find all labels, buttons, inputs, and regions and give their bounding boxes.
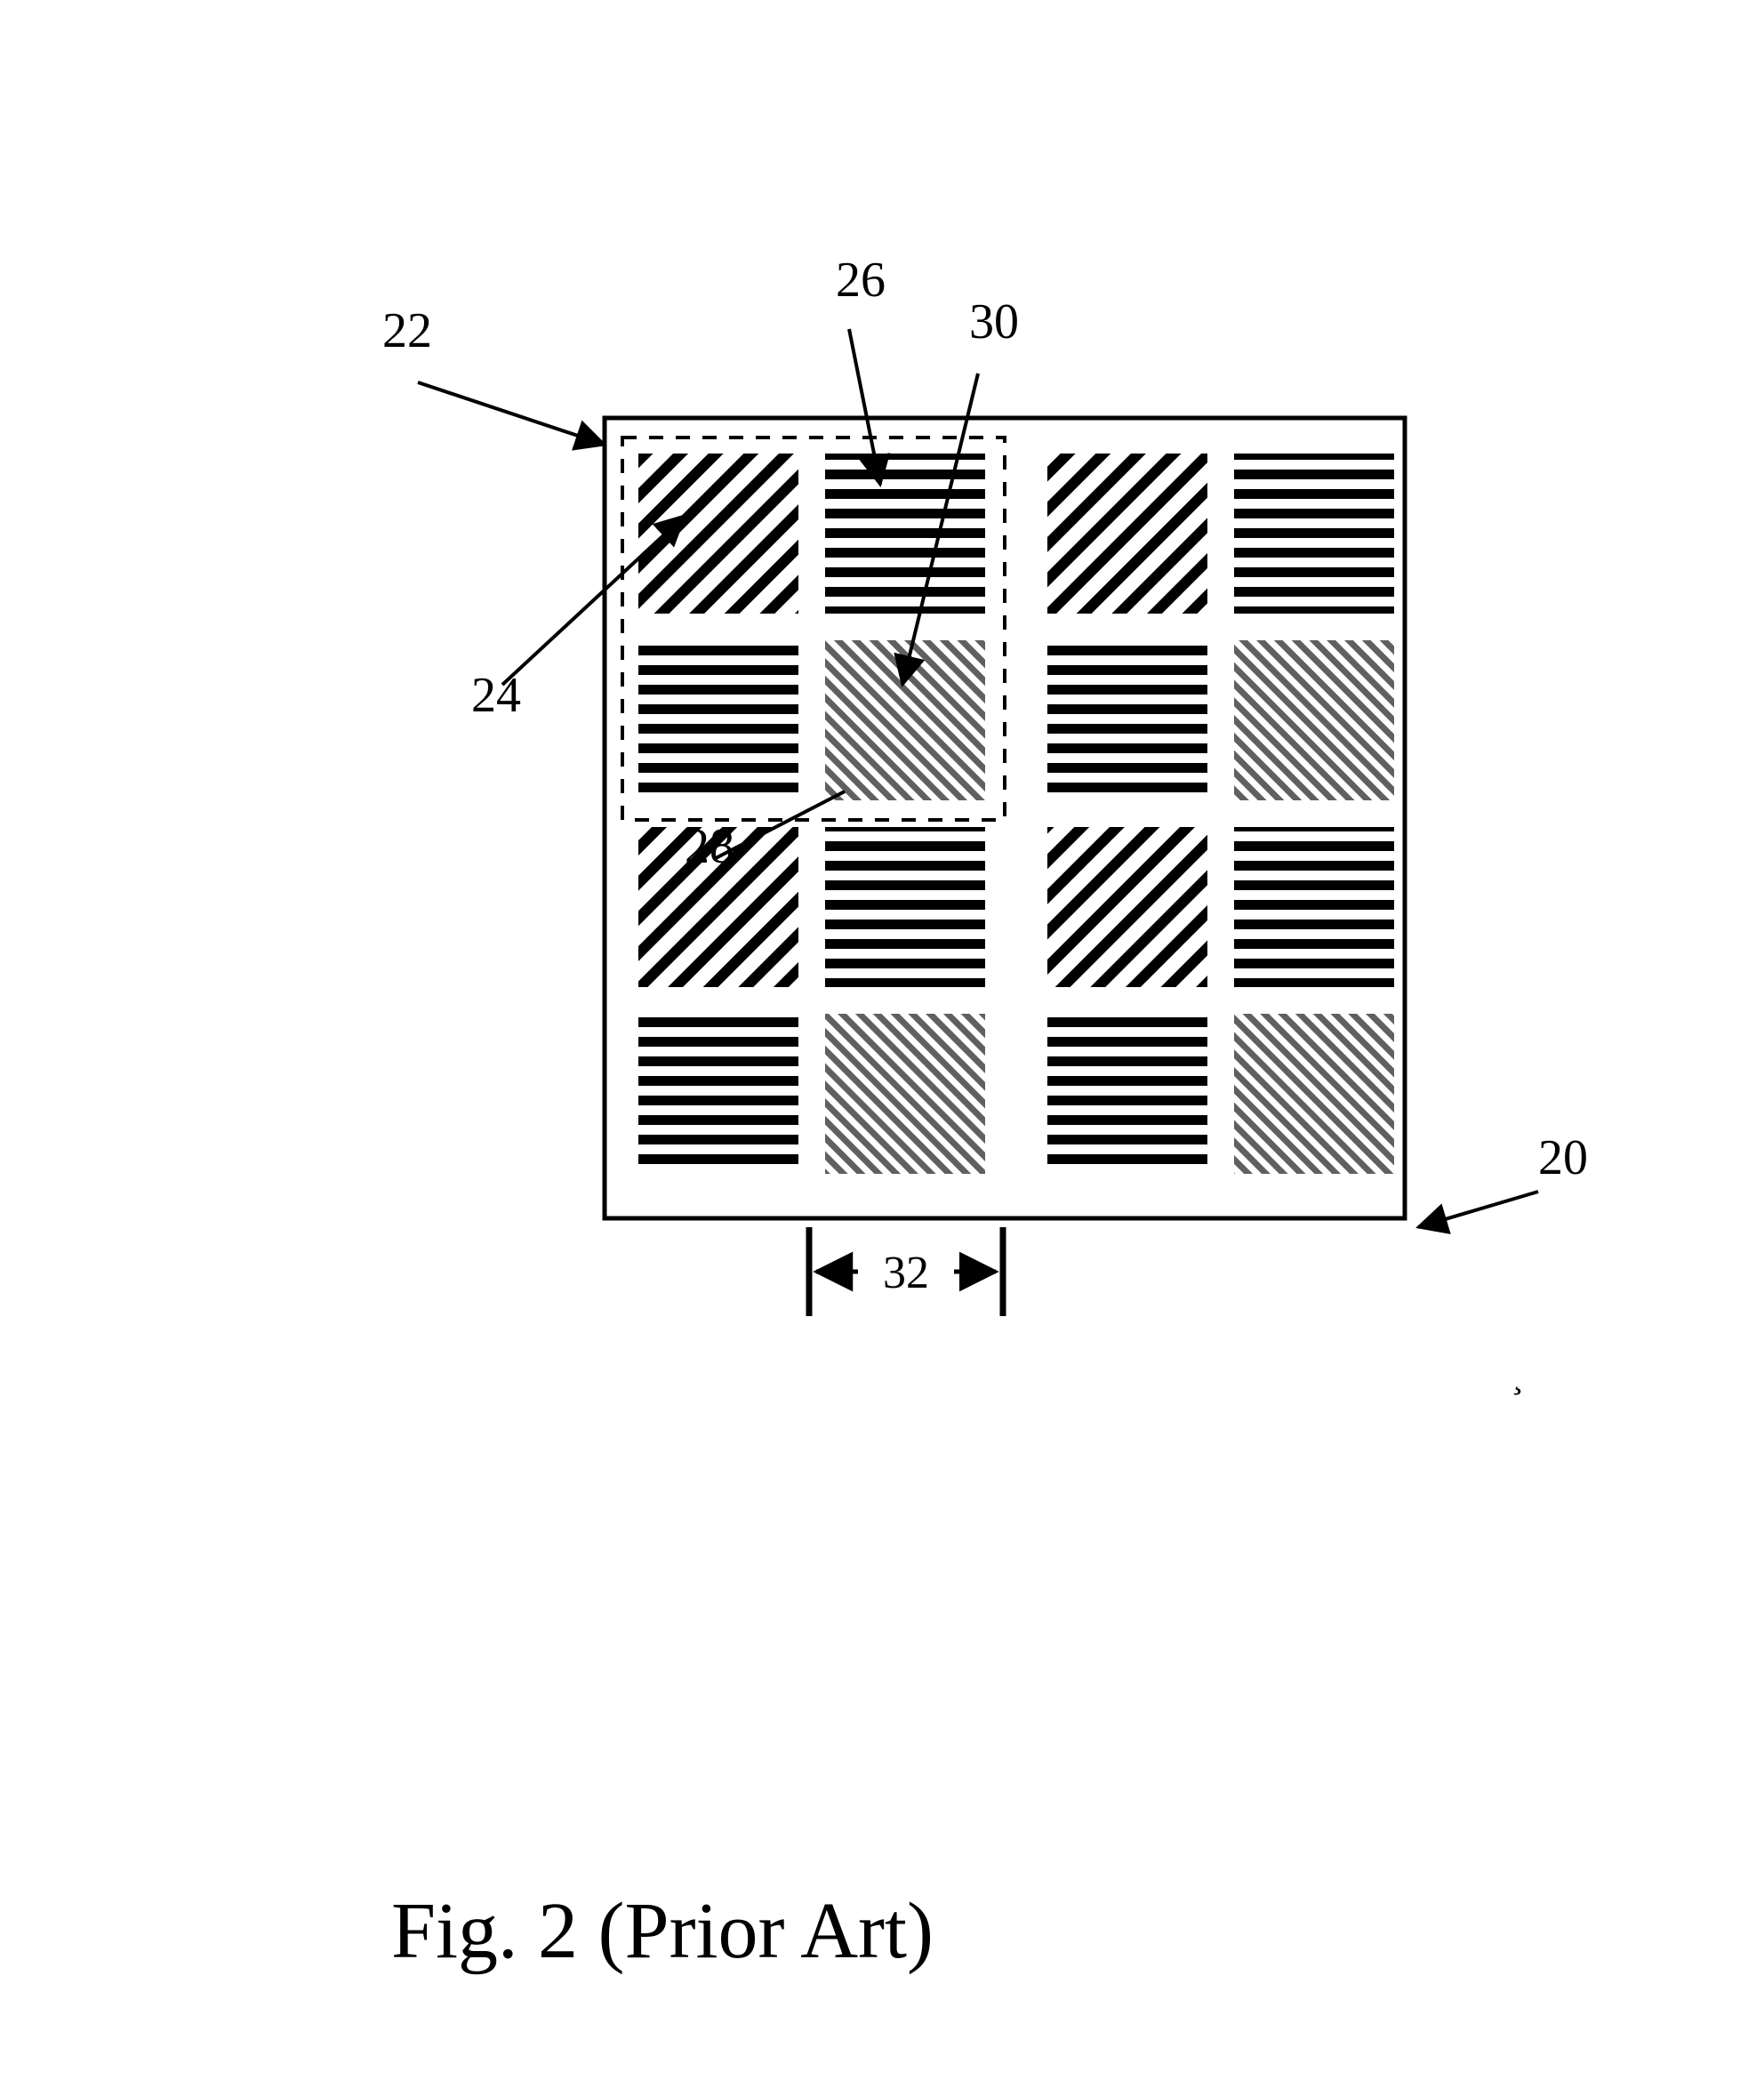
tile-slash — [825, 1014, 985, 1174]
callout-label-26: 26 — [836, 253, 886, 308]
tile-hstripe — [1234, 454, 1394, 614]
tile-hstripe — [1234, 827, 1394, 987]
tile-hstripe — [1047, 640, 1207, 800]
dim32-label: 32 — [883, 1248, 929, 1298]
tile-backslash — [638, 454, 798, 614]
tile-backslash — [1047, 454, 1207, 614]
tile-hstripe — [638, 1014, 798, 1174]
callout-line-22 — [418, 382, 605, 445]
tile-hstripe — [825, 827, 985, 987]
callout-label-24: 24 — [471, 668, 521, 723]
callout-line-20 — [1418, 1192, 1538, 1227]
tile-slash — [1234, 640, 1394, 800]
callout-label-30: 30 — [969, 294, 1019, 349]
callout-label-22: 22 — [382, 303, 432, 358]
tile-hstripe — [1047, 1014, 1207, 1174]
figure-caption: Fig. 2 (Prior Art) — [391, 1885, 934, 1977]
stray-mark: ¸ — [1511, 1355, 1523, 1395]
tile-hstripe — [825, 454, 985, 614]
diagram-stage: 32 20 22 24 26 28 30 ¸ Fig. 2 (Prior Art) — [0, 0, 1764, 2092]
tile-slash — [1234, 1014, 1394, 1174]
tile-slash — [825, 640, 985, 800]
callout-label-20: 20 — [1538, 1130, 1588, 1185]
tile-backslash — [1047, 827, 1207, 987]
tile-hstripe — [638, 640, 798, 800]
diagram-svg: 32 20 22 24 26 28 30 ¸ — [0, 0, 1764, 2092]
callout-label-28: 28 — [685, 819, 734, 874]
